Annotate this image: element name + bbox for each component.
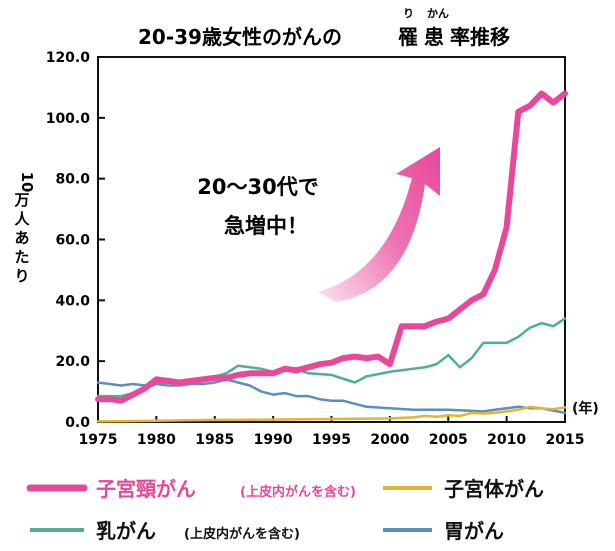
plot-frame xyxy=(97,56,566,423)
series-line-2 xyxy=(96,405,567,423)
x-tick-label: 1980 xyxy=(137,432,176,448)
title-part-2: 罹 xyxy=(398,25,418,49)
y-tick-label: 0.0 xyxy=(65,415,90,431)
legend-note-breast: (上皮内がんを含む) xyxy=(184,526,300,542)
y-tick-label: 80.0 xyxy=(55,172,90,188)
series-line-4 xyxy=(96,378,567,415)
ylabel-line-1: 10 xyxy=(18,172,36,193)
title-part-4: 率推移 xyxy=(450,25,510,49)
annotation-line-1: 20〜30代で xyxy=(197,175,318,199)
legend-label-cervical: 子宮頸がん xyxy=(96,477,196,501)
x-axis-unit: (年) xyxy=(572,400,599,417)
ylabel-line-6: り xyxy=(14,267,29,285)
x-tick-label: 2015 xyxy=(546,432,585,448)
y-tick-label: 100.0 xyxy=(46,111,91,127)
title-part-3: 患 xyxy=(424,25,444,49)
legend-note-cervical: (上皮内がんを含む) xyxy=(240,484,356,500)
title-part-1: 20-39歳女性のがんの xyxy=(138,25,342,49)
chart-title: 20-39歳女性のがんの 罹 患 率推移 り かん xyxy=(138,7,510,49)
y-tick-label: 120.0 xyxy=(46,50,91,66)
series-line-1 xyxy=(95,90,568,404)
annotation-line-2: 急増中！ xyxy=(224,214,308,238)
x-tick-label: 1975 xyxy=(79,432,118,448)
y-tick-label: 20.0 xyxy=(55,354,90,370)
y-axis-label: 10 万 人 あ た り xyxy=(13,172,36,285)
ylabel-line-2: 万 xyxy=(13,191,29,209)
x-tick-label: 1995 xyxy=(312,432,351,448)
x-tick-label: 2000 xyxy=(370,432,409,448)
x-tick-label: 2010 xyxy=(487,432,526,448)
ylabel-line-4: あ xyxy=(14,229,29,247)
y-tick-label: 60.0 xyxy=(55,233,90,249)
x-tick-label: 1990 xyxy=(254,432,293,448)
rising-arrow xyxy=(318,147,440,302)
legend-label-breast: 乳がん xyxy=(96,519,156,543)
series-layer xyxy=(95,90,568,423)
x-tick-label: 1985 xyxy=(195,432,234,448)
x-tick-label: 2005 xyxy=(429,432,468,448)
y-axis-ticks: 0.0 20.0 40.0 60.0 80.0 100.0 120.0 xyxy=(46,50,105,431)
ylabel-line-5: た xyxy=(14,248,29,266)
legend-label-stomach: 胃がん xyxy=(444,519,504,543)
annotation: 20〜30代で 急増中！ xyxy=(197,175,318,238)
title-ruby-2: かん xyxy=(427,7,449,20)
title-ruby-1: り xyxy=(403,7,414,20)
legend-label-endometrial: 子宮体がん xyxy=(444,477,544,501)
y-tick-label: 40.0 xyxy=(55,293,90,309)
legend: 子宮頸がん (上皮内がんを含む) 子宮体がん 乳がん (上皮内がんを含む) 胃が… xyxy=(26,477,544,543)
x-axis-ticks: 1975 1980 1985 1990 1995 2000 2005 2010 2015 xyxy=(79,416,585,448)
ylabel-line-3: 人 xyxy=(14,210,30,228)
